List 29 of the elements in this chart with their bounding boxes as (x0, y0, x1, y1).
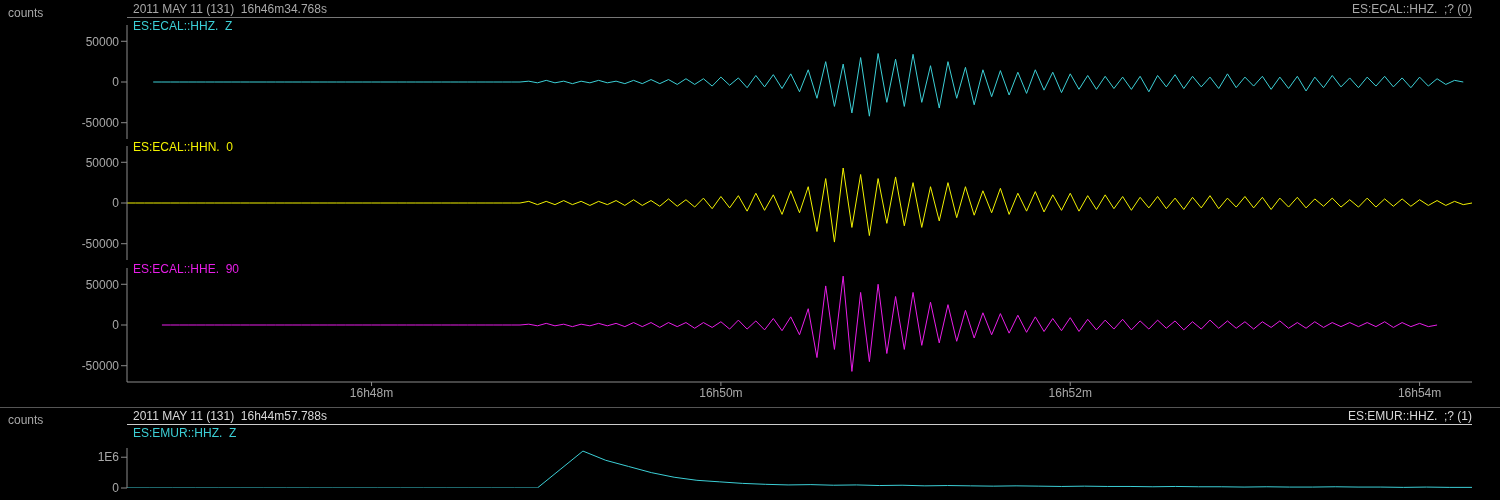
y-tick-label: -50000 (81, 358, 120, 373)
chart-title: 2011 MAY 11 (131) 16h44m57.788s (133, 409, 327, 423)
y-tick-label: -50000 (81, 115, 120, 130)
chart-subtitle: ES:ECAL::HHZ. ;? (0) (1351, 2, 1472, 16)
text: ES:ECAL::HHE. 90 (133, 262, 240, 276)
y-tick-label: 0 (112, 196, 120, 211)
y-tick-label: 0 (112, 318, 120, 333)
y-axis-title: counts (8, 413, 44, 427)
y-tick-label: 50000 (85, 277, 120, 292)
y-tick-label: 0 (112, 75, 120, 90)
y-tick-label: 50000 (85, 155, 120, 170)
y-tick-label: 0 (112, 481, 120, 496)
x-tick-label: 16h48m (349, 385, 394, 400)
text: ES:ECAL::HHZ. Z (133, 19, 233, 33)
line-series (127, 167, 1472, 243)
y-axis-title: counts (8, 6, 44, 20)
y-tick-label: -50000 (81, 236, 120, 251)
y-tick-label: 50000 (85, 34, 120, 49)
x-tick-label: 16h50m (699, 385, 743, 400)
x-tick-label: 16h52m (1048, 385, 1092, 400)
y-tick-label: 1E6 (97, 450, 120, 465)
line-series (152, 53, 1464, 117)
text: ES:EMUR::HHZ. Z (133, 426, 237, 440)
line-series (161, 275, 1438, 372)
chart-subtitle: ES:EMUR::HHZ. ;? (1) (1347, 409, 1472, 423)
x-tick-label: 16h54m (1397, 385, 1442, 400)
text: ES:ECAL::HHN. 0 (133, 140, 234, 154)
chart-title: 2011 MAY 11 (131) 16h46m34.768s (133, 2, 327, 16)
line-series (127, 450, 1472, 488)
